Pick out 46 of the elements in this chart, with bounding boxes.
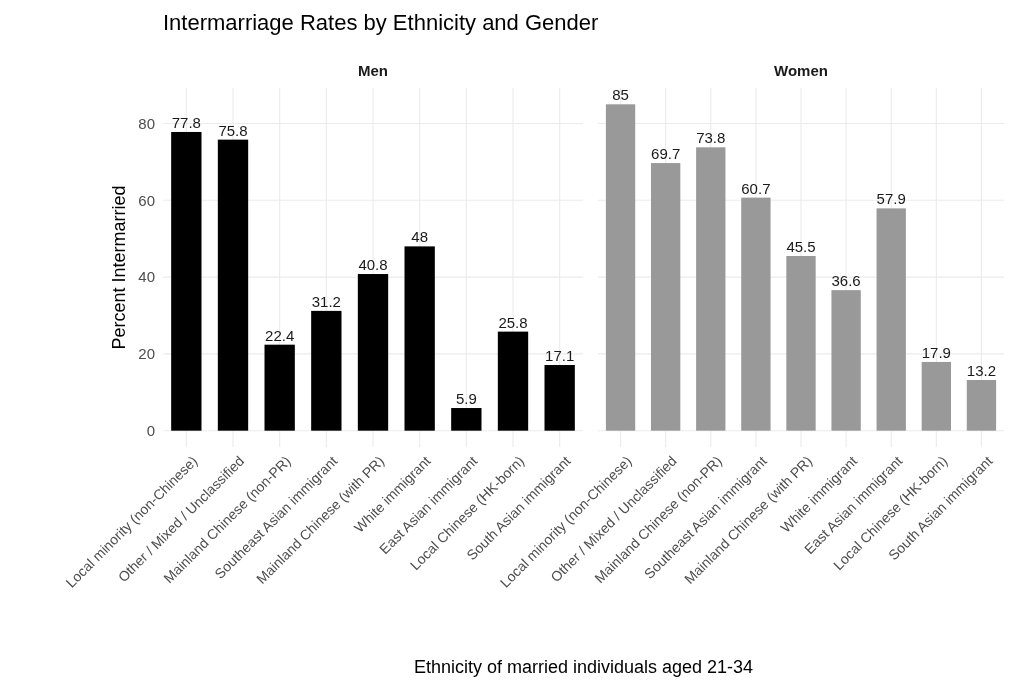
data-label: 48: [411, 228, 429, 246]
data-label: 17.1: [545, 347, 575, 365]
data-label: 45.5: [786, 237, 816, 255]
chart-subtitle: Women: [774, 62, 828, 79]
bar: [876, 208, 906, 431]
bar: [497, 331, 529, 431]
y-axis-title: Percent Intermarried: [109, 185, 129, 350]
data-label: 40.8: [358, 256, 388, 274]
bar: [217, 139, 249, 431]
y-tick-label: 40: [138, 268, 155, 286]
data-label: 36.6: [831, 272, 861, 290]
data-label: 75.8: [218, 121, 248, 139]
bar: [171, 131, 202, 431]
data-label: 25.8: [498, 313, 528, 331]
data-label: 17.9: [921, 343, 951, 361]
bar: [311, 310, 342, 431]
y-tick-label: 0: [146, 421, 155, 439]
bar: [357, 274, 389, 431]
data-label: 13.2: [966, 362, 997, 379]
bar: [651, 163, 681, 431]
bar: [741, 197, 771, 431]
data-label: 57.9: [876, 190, 906, 208]
data-label: 31.2: [311, 292, 341, 310]
bar: [605, 104, 636, 431]
bar: [264, 344, 295, 431]
data-label: 77.8: [171, 113, 201, 131]
data-label: 5.9: [455, 390, 477, 408]
bar: [404, 246, 435, 431]
data-label: 22.4: [265, 326, 295, 344]
bar: [786, 255, 816, 431]
x-axis-title: Ethnicity of married individuals aged 21-34: [413, 657, 754, 677]
data-label: 85: [612, 86, 629, 104]
y-tick-label: 80: [138, 114, 155, 132]
data-label: 60.7: [741, 179, 771, 197]
chart-subtitle: Men: [358, 62, 388, 79]
bar: [921, 361, 951, 431]
bar: [831, 290, 861, 431]
data-label: 73.8: [696, 129, 726, 147]
y-tick-label: 20: [138, 345, 155, 363]
bar: [544, 365, 575, 431]
bar: [966, 380, 997, 431]
bar: [696, 147, 726, 431]
chart-title: Intermarriage Rates by Ethnicity and Gender: [163, 10, 599, 35]
data-label: 69.7: [651, 145, 681, 163]
y-tick-label: 60: [138, 191, 155, 209]
bar: [451, 408, 482, 431]
